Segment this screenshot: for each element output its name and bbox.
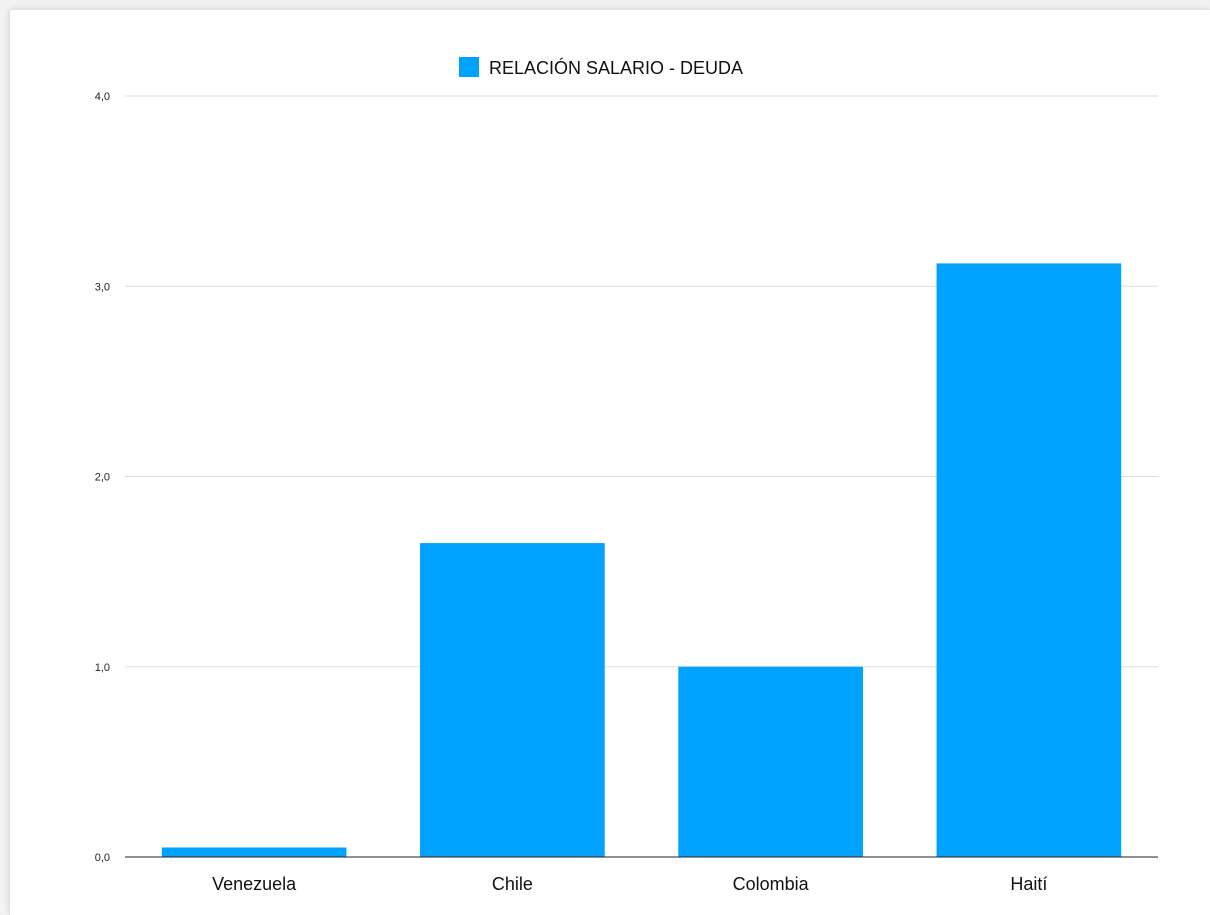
x-category-label: Haití (1010, 874, 1047, 894)
legend: RELACIÓN SALARIO - DEUDA (459, 57, 743, 78)
x-axis-category-labels: Venezuela Chile Colombia Haití (212, 874, 1047, 894)
bar-colombia[interactable] (678, 666, 863, 857)
y-tick-label: 2,0 (95, 472, 110, 484)
legend-label: RELACIÓN SALARIO - DEUDA (489, 57, 743, 78)
bar-venezuela[interactable] (161, 847, 347, 857)
y-tick-label: 0,0 (95, 852, 110, 864)
x-category-label: Colombia (733, 874, 810, 894)
x-category-label: Venezuela (212, 874, 297, 894)
y-tick-label: 1,0 (95, 662, 110, 674)
bars (161, 263, 1122, 857)
x-category-label: Chile (492, 874, 533, 894)
bar-chart: RELACIÓN SALARIO - DEUDA 0,0 1,0 2,0 3,0 4,0… (95, 57, 1158, 894)
legend-swatch (459, 57, 479, 77)
bar-chile[interactable] (420, 543, 605, 857)
y-tick-label: 3,0 (95, 281, 110, 293)
chart-card: RELACIÓN SALARIO - DEUDA 0,0 1,0 2,0 3,0 4,0… (10, 10, 1210, 915)
y-axis-tick-labels: 0,0 1,0 2,0 3,0 4,0 (95, 91, 110, 864)
y-tick-label: 4,0 (95, 91, 110, 103)
bar-haití[interactable] (936, 263, 1122, 857)
